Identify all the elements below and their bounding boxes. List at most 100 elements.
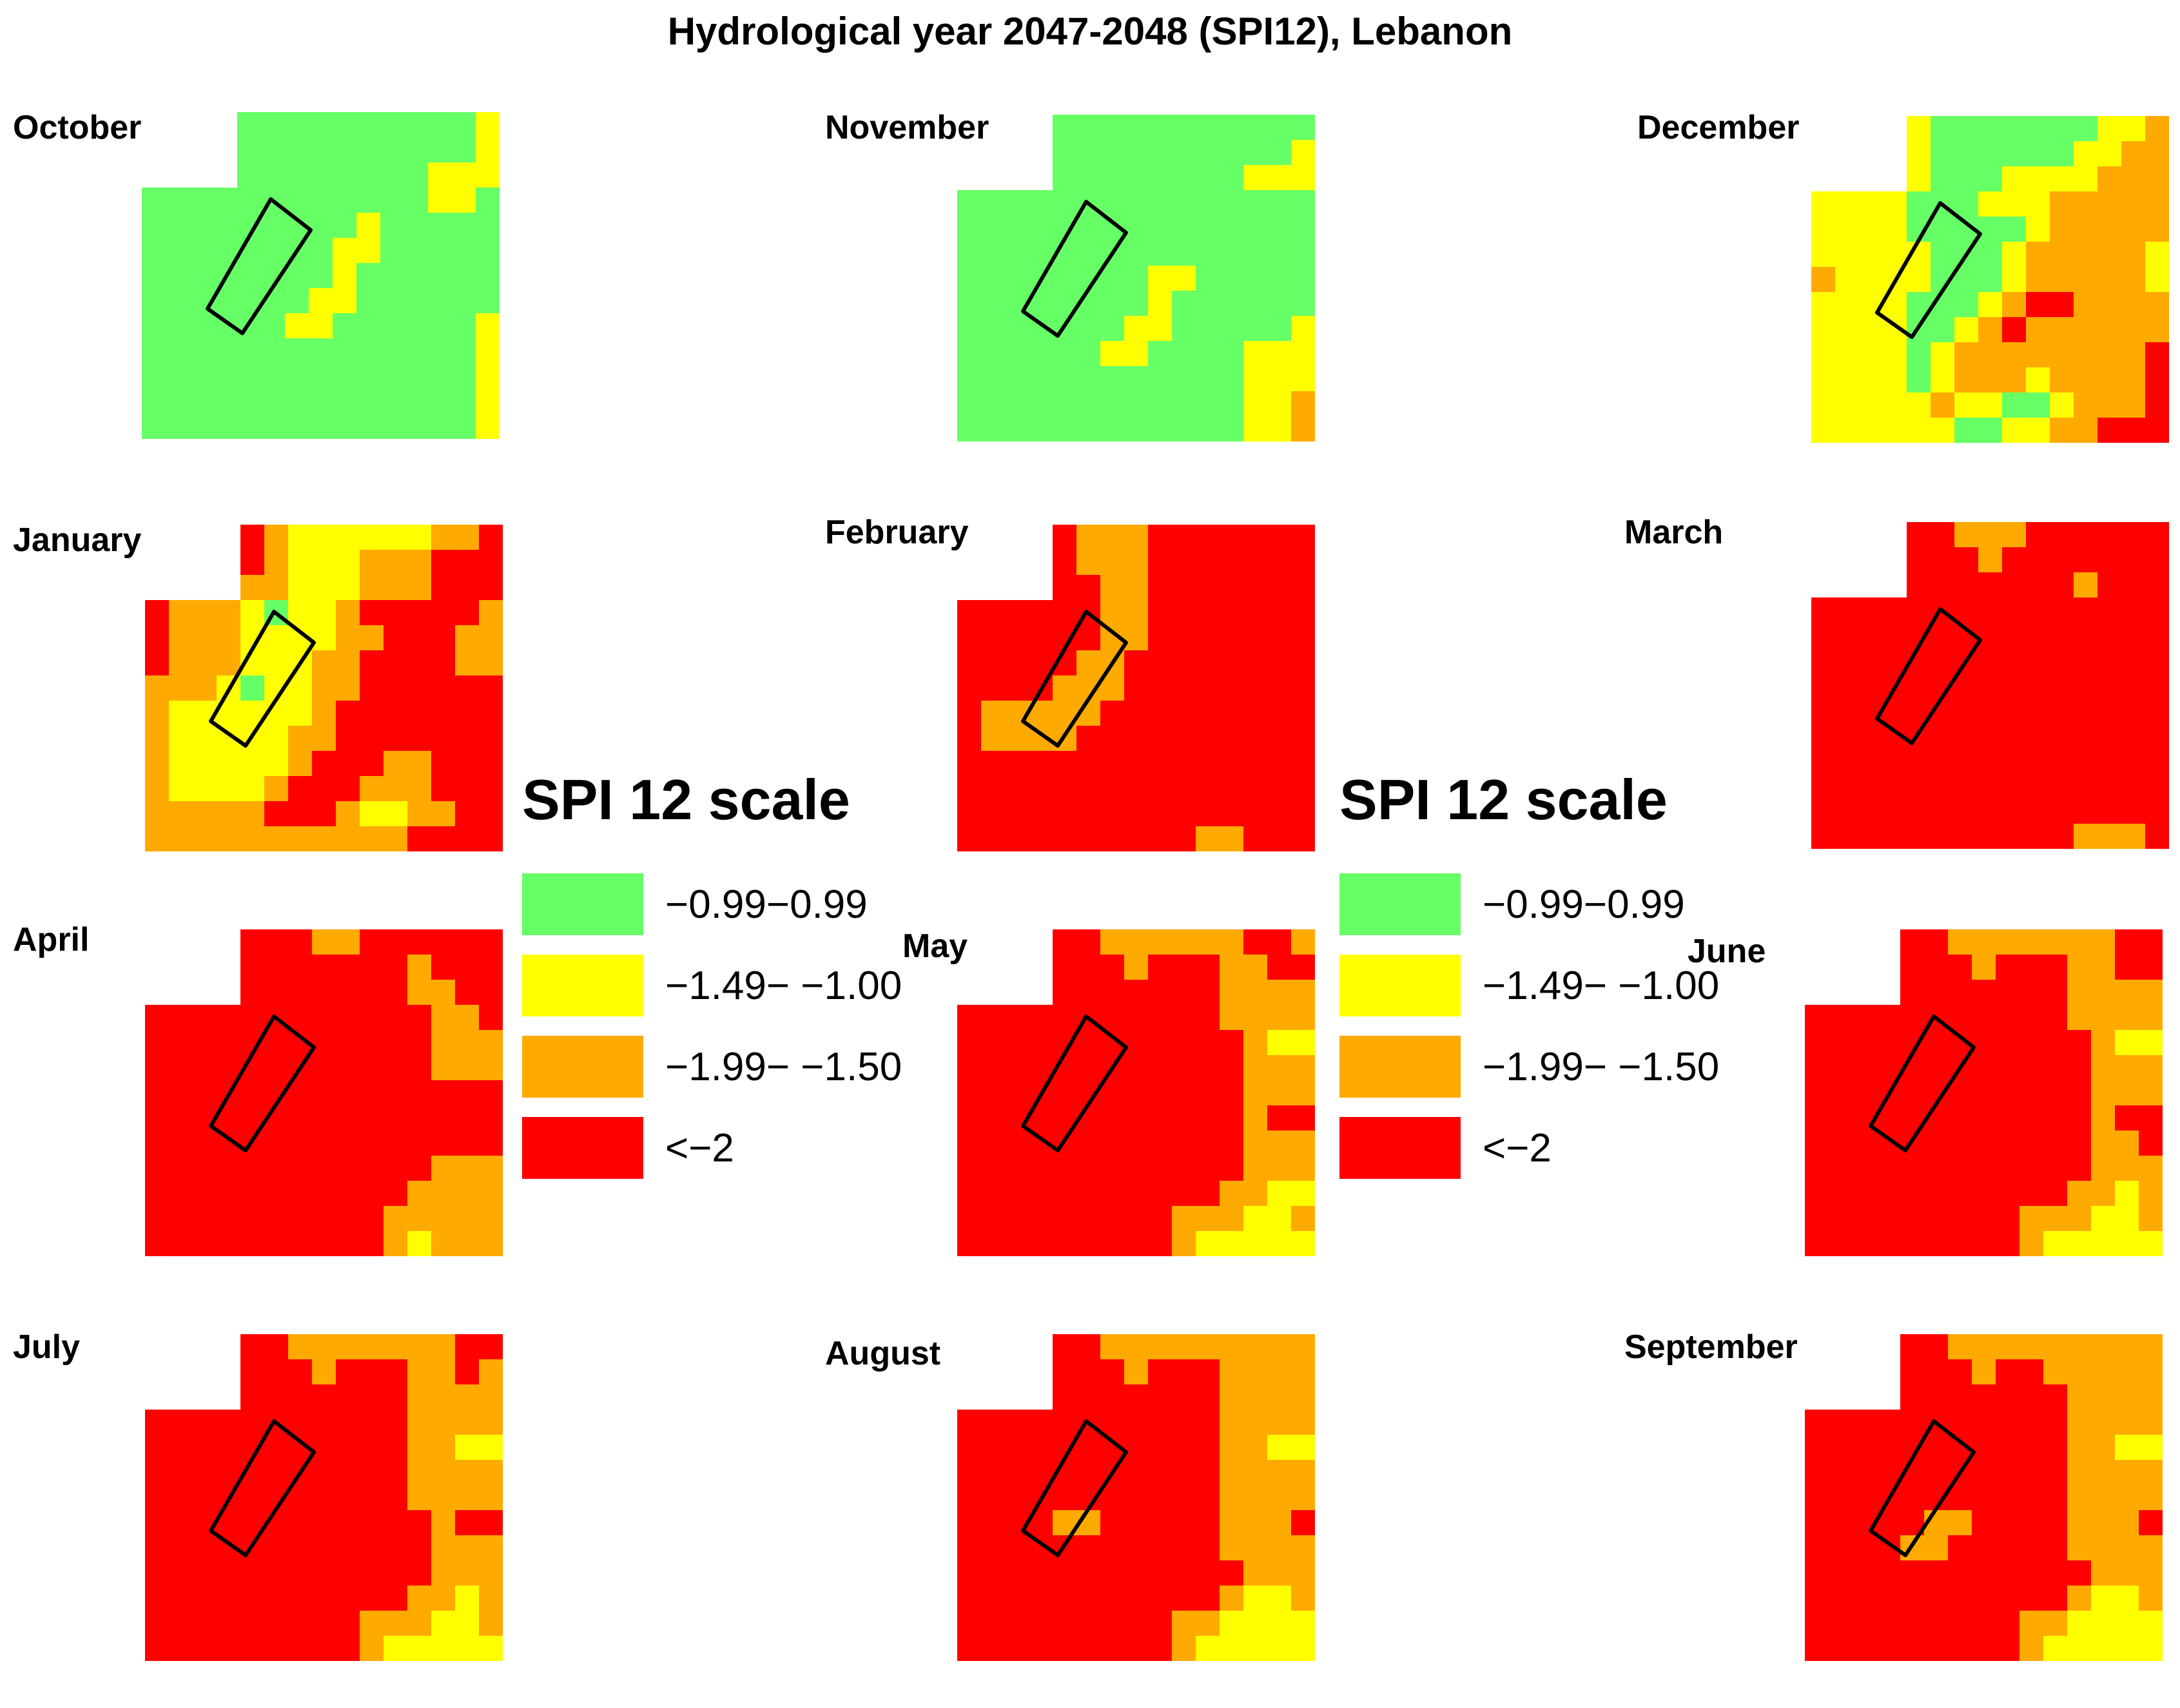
grid-cell [1948, 1586, 1972, 1611]
grid-cell [1931, 367, 1954, 393]
grid-cell [2050, 572, 2074, 597]
grid-cell [2050, 141, 2074, 166]
grid-cell [1196, 341, 1220, 366]
grid-cell [1220, 801, 1243, 826]
grid-cell [1005, 650, 1029, 675]
grid-cell [1291, 266, 1315, 291]
grid-cell [1291, 980, 1315, 1005]
grid-cell [1124, 1410, 1148, 1435]
grid-cell [1883, 522, 1907, 547]
grid-cell [1907, 572, 1931, 597]
grid-cell [288, 1384, 312, 1410]
grid-cell [142, 389, 166, 414]
grid-cell [981, 1611, 1005, 1636]
grid-cell [2043, 1231, 2067, 1256]
grid-cell [1100, 801, 1124, 826]
grid-cell [455, 776, 479, 801]
grid-cell [264, 801, 288, 826]
grid-cell [1005, 366, 1029, 391]
grid-cell [217, 1030, 240, 1055]
grid-cell [360, 980, 384, 1005]
grid-cell [1996, 1510, 2019, 1535]
grid-cell [1196, 1586, 1220, 1611]
grid-cell [1291, 1510, 1315, 1535]
grid-cell [1291, 190, 1315, 215]
grid-cell [1100, 980, 1124, 1005]
grid-cell [1124, 1030, 1148, 1055]
grid-cell [360, 1005, 384, 1030]
grid-cell [261, 288, 285, 313]
grid-cell [407, 1410, 431, 1435]
grid-cell [1243, 550, 1267, 575]
grid-cell [1267, 675, 1291, 701]
grid-cell [1829, 1359, 1853, 1384]
grid-cell [479, 1030, 503, 1055]
grid-cell [1124, 291, 1148, 316]
grid-cell [479, 1586, 503, 1611]
grid-cell [1148, 1206, 1172, 1231]
grid-cell [145, 600, 169, 625]
grid-cell [1853, 1105, 1876, 1131]
grid-cell [1124, 726, 1148, 751]
grid-cell [1924, 1334, 1948, 1359]
grid-cell [1124, 190, 1148, 215]
grid-cell [240, 801, 264, 826]
grid-cell [404, 188, 428, 213]
grid-cell [2139, 1206, 2163, 1231]
grid-cell [1907, 723, 1931, 748]
grid-cell [1972, 1359, 1996, 1384]
grid-cell [2097, 267, 2121, 292]
panel-label: July [13, 1328, 81, 1366]
grid-cell [1005, 955, 1029, 980]
grid-cell [1900, 1030, 1924, 1055]
grid-cell [309, 263, 333, 288]
grid-cell [1196, 1105, 1220, 1131]
grid-cell [1053, 391, 1076, 416]
grid-cell [2097, 317, 2121, 342]
grid-cell [1829, 1334, 1853, 1359]
grid-cell [1076, 575, 1100, 600]
grid-cell [2067, 955, 2091, 980]
grid-cell [193, 600, 217, 625]
grid-cell [356, 364, 380, 389]
grid-cell [455, 1359, 479, 1384]
grid-cell [1835, 217, 1859, 242]
grid-cell [1876, 1460, 1900, 1485]
grid-cell [1811, 217, 1835, 242]
grid-cell [1124, 1535, 1148, 1560]
grid-cell [240, 675, 264, 701]
grid-cell [1931, 393, 1954, 418]
grid-cell [1924, 1435, 1948, 1460]
grid-cell [1124, 1510, 1148, 1535]
grid-cell [360, 1156, 384, 1181]
grid-cell [1900, 1231, 1924, 1256]
grid-cell [1243, 1535, 1267, 1560]
grid-cell [476, 238, 500, 263]
grid-cell [264, 1055, 288, 1080]
grid-cell [2067, 1206, 2091, 1231]
grid-cell [404, 213, 428, 238]
grid-cell [1805, 1231, 1829, 1256]
grid-cell [2121, 217, 2145, 242]
grid-cell [1996, 1435, 2019, 1460]
grid-cell [1029, 1359, 1053, 1384]
grid-cell [145, 1005, 169, 1030]
grid-cell [1859, 773, 1883, 799]
grid-cell [1029, 1334, 1053, 1359]
grid-cell [1005, 525, 1029, 550]
grid-cell [1900, 1384, 1924, 1410]
grid-cell [1100, 1510, 1124, 1535]
grid-cell [384, 1535, 407, 1560]
grid-cell [479, 1156, 503, 1181]
grid-cell [1196, 165, 1220, 190]
grid-cell [1883, 648, 1907, 673]
grid-cell [1829, 1485, 1853, 1510]
grid-cell [288, 1055, 312, 1080]
grid-cell [312, 1611, 336, 1636]
grid-cell [2067, 1410, 2091, 1435]
grid-cell [1029, 1206, 1053, 1231]
grid-cell [360, 625, 384, 650]
grid-cell [1053, 1485, 1076, 1510]
grid-cell [288, 1105, 312, 1131]
grid-cell [1124, 1485, 1148, 1510]
